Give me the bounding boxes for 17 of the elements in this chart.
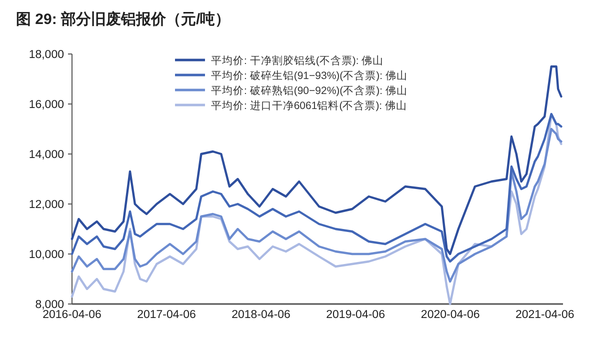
legend-label: 平均价: 破碎生铝(91−93%)(不含票): 佛山 xyxy=(211,69,408,82)
x-tick-label: 2019-04-06 xyxy=(326,309,385,321)
x-tick-label: 2016-04-06 xyxy=(42,309,102,321)
chart-title: 图 29: 部分旧废铝报价（元/吨） xyxy=(16,10,230,28)
x-tick-label: 2017-04-06 xyxy=(137,309,196,321)
y-tick-label: 16,000 xyxy=(28,99,64,111)
y-tick-label: 8,000 xyxy=(35,299,64,311)
x-tick-label: 2020-04-06 xyxy=(420,309,480,321)
x-tick-label: 2021-04-06 xyxy=(515,309,574,321)
legend-label: 平均价: 进口干净6061铝料(不含票): 佛山 xyxy=(211,99,408,112)
y-tick-label: 14,000 xyxy=(28,149,64,161)
legend-label: 平均价: 干净割胶铝线(不含票): 佛山 xyxy=(211,54,384,67)
y-tick-label: 18,000 xyxy=(28,49,64,61)
y-tick-label: 10,000 xyxy=(28,249,64,261)
legend-label: 平均价: 破碎熟铝(90−92%)(不含票): 佛山 xyxy=(211,84,408,97)
y-tick-label: 12,000 xyxy=(28,199,64,211)
x-tick-label: 2018-04-06 xyxy=(232,309,290,321)
